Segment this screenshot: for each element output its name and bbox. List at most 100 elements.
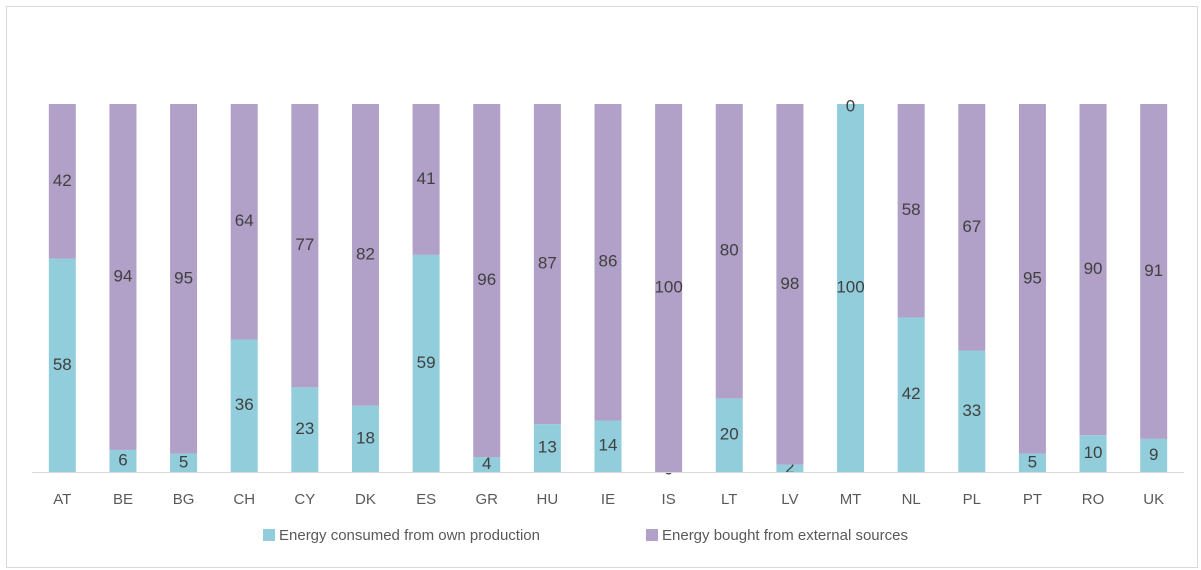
legend-label-energy-consumed-from-own-production: Energy consumed from own production: [279, 527, 540, 544]
bar-energy-bought-from-external-sources-pt: [1018, 104, 1046, 454]
legend-swatch-energy-consumed-from-own-production: [263, 529, 275, 541]
x-tick-label-pl: PL: [963, 491, 981, 508]
x-tick-label-uk: UK: [1143, 491, 1164, 508]
bars-layer: 5842694595366423771882594149613871486010…: [48, 96, 1168, 478]
bar-energy-bought-from-external-sources-gr: [473, 104, 501, 458]
bar-energy-consumed-from-own-production-nl: [897, 317, 925, 472]
bar-energy-bought-from-external-sources-is: [655, 104, 683, 472]
bar-energy-consumed-from-own-production-bg: [170, 453, 198, 472]
data-label-energy-bought-from-external-sources-ro: 90: [1084, 259, 1103, 278]
data-label-energy-bought-from-external-sources-uk: 91: [1144, 261, 1163, 280]
legend-swatch-energy-bought-from-external-sources: [646, 529, 658, 541]
data-label-energy-bought-from-external-sources-ch: 64: [235, 211, 254, 230]
x-tick-label-ie: IE: [601, 491, 615, 508]
bar-energy-bought-from-external-sources-ro: [1079, 104, 1107, 436]
bar-energy-consumed-from-own-production-at: [48, 258, 76, 472]
data-label-energy-consumed-from-own-production-pl: 33: [962, 401, 981, 420]
bar-energy-consumed-from-own-production-mt: [837, 104, 865, 472]
bar-energy-consumed-from-own-production-gr: [473, 457, 501, 472]
bar-energy-consumed-from-own-production-hu: [533, 424, 561, 472]
data-label-energy-bought-from-external-sources-cy: 77: [295, 235, 314, 254]
bar-energy-bought-from-external-sources-at: [48, 104, 76, 259]
x-tick-label-ro: RO: [1082, 491, 1105, 508]
data-label-energy-consumed-from-own-production-uk: 9: [1149, 445, 1158, 464]
bar-energy-consumed-from-own-production-cy: [291, 387, 319, 472]
x-tick-label-ch: CH: [233, 491, 255, 508]
bar-energy-bought-from-external-sources-uk: [1140, 104, 1168, 439]
x-tick-labels: AT BE BG CH CY DK ES GR HU IE IS LT LV MT NL PL PT RO UK: [53, 491, 1164, 508]
data-label-energy-consumed-from-own-production-ch: 36: [235, 395, 254, 414]
data-label-energy-bought-from-external-sources-gr: 96: [477, 270, 496, 289]
data-label-energy-bought-from-external-sources-pt: 95: [1023, 268, 1042, 287]
legend: Energy consumed from own production Energ…: [263, 527, 908, 544]
x-tick-label-es: ES: [416, 491, 436, 508]
x-tick-label-at: AT: [53, 491, 71, 508]
data-label-energy-bought-from-external-sources-is: 100: [654, 277, 682, 296]
data-label-energy-consumed-from-own-production-lt: 20: [720, 425, 739, 444]
x-tick-label-lv: LV: [781, 491, 798, 508]
x-tick-label-cy: CY: [294, 491, 315, 508]
data-label-energy-bought-from-external-sources-nl: 58: [902, 200, 921, 219]
bar-energy-consumed-from-own-production-ie: [594, 420, 622, 472]
bar-energy-consumed-from-own-production-ch: [230, 339, 258, 472]
data-label-energy-consumed-from-own-production-cy: 23: [295, 419, 314, 438]
bar-energy-consumed-from-own-production-ro: [1079, 435, 1107, 472]
bar-energy-bought-from-external-sources-bg: [170, 104, 198, 454]
bar-energy-consumed-from-own-production-pt: [1018, 453, 1046, 472]
x-tick-label-pt: PT: [1023, 491, 1042, 508]
data-label-energy-consumed-from-own-production-ro: 10: [1084, 443, 1103, 462]
bar-energy-bought-from-external-sources-cy: [291, 104, 319, 388]
x-tick-label-bg: BG: [173, 491, 195, 508]
bar-energy-bought-from-external-sources-lv: [776, 104, 804, 465]
bar-energy-bought-from-external-sources-es: [412, 104, 440, 255]
x-tick-label-mt: MT: [840, 491, 862, 508]
bar-energy-consumed-from-own-production-es: [412, 254, 440, 472]
data-label-energy-consumed-from-own-production-pt: 5: [1028, 452, 1037, 471]
data-label-energy-bought-from-external-sources-at: 42: [53, 171, 72, 190]
bar-energy-bought-from-external-sources-nl: [897, 104, 925, 318]
data-label-energy-bought-from-external-sources-be: 94: [113, 266, 132, 285]
data-label-energy-consumed-from-own-production-be: 6: [118, 450, 127, 469]
bar-energy-consumed-from-own-production-pl: [958, 350, 986, 472]
data-label-energy-bought-from-external-sources-lv: 98: [780, 274, 799, 293]
bar-energy-consumed-from-own-production-lv: [776, 464, 804, 472]
data-label-energy-consumed-from-own-production-es: 59: [417, 353, 436, 372]
x-tick-label-hu: HU: [537, 491, 559, 508]
legend-label-energy-bought-from-external-sources: Energy bought from external sources: [662, 527, 908, 544]
x-tick-label-nl: NL: [902, 491, 921, 508]
data-label-energy-bought-from-external-sources-ie: 86: [599, 252, 618, 271]
x-tick-label-is: IS: [662, 491, 676, 508]
bar-energy-bought-from-external-sources-lt: [715, 104, 743, 399]
bar-energy-bought-from-external-sources-be: [109, 104, 137, 450]
bar-energy-bought-from-external-sources-pl: [958, 104, 986, 351]
x-tick-label-lt: LT: [721, 491, 737, 508]
data-label-energy-consumed-from-own-production-gr: 4: [482, 454, 491, 473]
bar-energy-consumed-from-own-production-uk: [1140, 438, 1168, 472]
bar-energy-bought-from-external-sources-hu: [533, 104, 561, 425]
data-label-energy-consumed-from-own-production-at: 58: [53, 355, 72, 374]
data-label-energy-consumed-from-own-production-mt: 100: [836, 277, 864, 296]
data-label-energy-consumed-from-own-production-hu: 13: [538, 438, 557, 457]
x-tick-label-be: BE: [113, 491, 133, 508]
bar-energy-consumed-from-own-production-dk: [351, 405, 379, 472]
bar-energy-consumed-from-own-production-be: [109, 449, 137, 472]
data-label-energy-bought-from-external-sources-lt: 80: [720, 241, 739, 260]
bar-energy-bought-from-external-sources-dk: [351, 104, 379, 406]
bar-energy-consumed-from-own-production-lt: [715, 398, 743, 472]
bar-energy-bought-from-external-sources-ie: [594, 104, 622, 421]
data-label-energy-bought-from-external-sources-bg: 95: [174, 268, 193, 287]
data-label-energy-bought-from-external-sources-es: 41: [417, 169, 436, 188]
data-label-energy-consumed-from-own-production-nl: 42: [902, 384, 921, 403]
bar-energy-bought-from-external-sources-ch: [230, 104, 258, 340]
data-label-energy-consumed-from-own-production-bg: 5: [179, 452, 188, 471]
data-label-energy-bought-from-external-sources-pl: 67: [962, 217, 981, 236]
data-label-energy-bought-from-external-sources-mt: 0: [846, 96, 855, 115]
data-label-energy-consumed-from-own-production-lv: 2: [785, 458, 794, 477]
data-label-energy-bought-from-external-sources-dk: 82: [356, 244, 375, 263]
data-label-energy-consumed-from-own-production-dk: 18: [356, 428, 375, 447]
data-label-energy-consumed-from-own-production-ie: 14: [599, 436, 618, 455]
x-tick-label-dk: DK: [355, 491, 376, 508]
data-label-energy-bought-from-external-sources-hu: 87: [538, 254, 557, 273]
x-tick-label-gr: GR: [475, 491, 498, 508]
